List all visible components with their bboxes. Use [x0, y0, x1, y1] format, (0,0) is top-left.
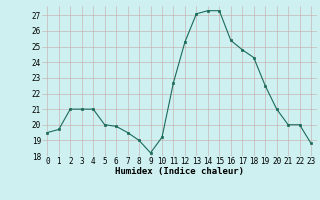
X-axis label: Humidex (Indice chaleur): Humidex (Indice chaleur) — [115, 167, 244, 176]
